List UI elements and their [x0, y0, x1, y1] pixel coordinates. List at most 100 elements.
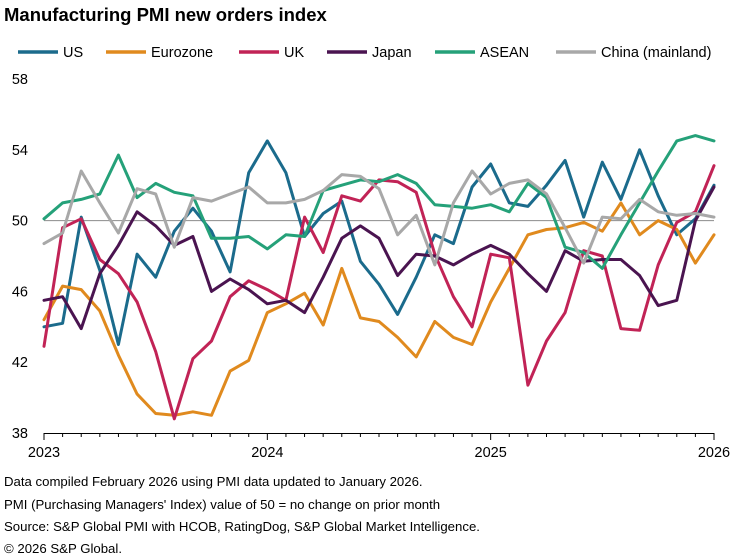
data-point-us: [675, 233, 678, 236]
data-point-china-mainland: [452, 201, 455, 205]
data-point-china-mainland: [619, 217, 623, 221]
data-point-japan: [470, 253, 474, 256]
data-point-japan: [210, 290, 213, 293]
data-point-asean: [619, 233, 623, 236]
data-point-eurozone: [415, 355, 418, 359]
data-point-uk: [173, 417, 176, 421]
data-point-uk: [98, 258, 102, 261]
data-point-uk: [396, 180, 399, 183]
data-point-japan: [61, 295, 64, 298]
series-lines: [42, 134, 716, 421]
data-point-japan: [675, 299, 678, 302]
data-point-uk: [191, 357, 195, 360]
data-point-us: [377, 283, 381, 286]
data-point-eurozone: [377, 320, 381, 323]
data-point-china-mainland: [377, 187, 381, 190]
data-point-eurozone: [694, 261, 697, 265]
x-tick-label: 2025: [475, 445, 507, 461]
data-point-uk: [619, 327, 623, 330]
data-point-asean: [61, 201, 64, 205]
data-point-china-mainland: [266, 201, 269, 205]
data-point-japan: [191, 235, 195, 238]
data-point-us: [117, 343, 120, 346]
data-point-china-mainland: [433, 263, 437, 267]
data-point-japan: [638, 274, 641, 277]
data-point-us: [191, 207, 195, 210]
data-point-uk: [638, 329, 641, 332]
data-point-japan: [228, 277, 232, 281]
data-point-japan: [377, 237, 381, 240]
data-point-us: [42, 325, 46, 328]
data-point-eurozone: [582, 221, 585, 224]
data-point-uk: [340, 194, 343, 198]
data-point-us: [415, 276, 418, 279]
data-point-japan: [526, 272, 530, 275]
data-point-eurozone: [601, 230, 604, 233]
footnote-pmi-definition: PMI (Purchasing Managers' Index) value o…: [4, 497, 441, 512]
data-point-us: [489, 162, 492, 166]
data-point-asean: [694, 134, 697, 137]
data-point-asean: [396, 173, 399, 176]
data-point-china-mainland: [508, 182, 511, 185]
data-point-asean: [656, 169, 660, 173]
data-point-us: [656, 194, 660, 198]
data-point-china-mainland: [284, 201, 288, 205]
data-point-china-mainland: [303, 198, 306, 201]
data-point-asean: [508, 210, 511, 213]
data-point-asean: [340, 184, 343, 187]
data-point-eurozone: [42, 318, 46, 321]
data-point-asean: [80, 198, 83, 201]
data-point-us: [284, 171, 288, 175]
data-point-uk: [80, 217, 83, 221]
footnote-copyright: © 2026 S&P Global.: [4, 541, 122, 556]
data-point-us: [619, 198, 623, 201]
data-point-china-mainland: [675, 214, 678, 217]
data-point-us: [433, 233, 437, 236]
data-point-japan: [321, 276, 325, 279]
data-point-china-mainland: [396, 233, 399, 236]
data-point-china-mainland: [228, 192, 232, 196]
y-tick-label: 38: [12, 426, 28, 442]
data-point-eurozone: [80, 288, 83, 291]
axes: 38 42 46 50 54 58 2023 2024 2025 2026: [12, 72, 730, 461]
data-point-japan: [42, 299, 46, 302]
data-point-asean: [712, 139, 716, 143]
data-point-eurozone: [98, 309, 102, 313]
data-point-us: [228, 270, 232, 274]
data-point-china-mainland: [80, 169, 83, 173]
data-point-uk: [154, 350, 157, 353]
data-point-china-mainland: [154, 192, 157, 196]
data-point-uk: [359, 199, 362, 203]
data-point-japan: [396, 274, 399, 277]
data-point-china-mainland: [173, 245, 176, 249]
data-point-uk: [135, 300, 139, 304]
y-tick-label: 42: [12, 355, 28, 371]
footnote-source: Source: S&P Global PMI with HCOB, Rating…: [4, 519, 480, 534]
data-point-china-mainland: [470, 169, 474, 173]
data-point-asean: [173, 191, 176, 194]
data-point-uk: [675, 221, 678, 224]
data-point-uk: [452, 295, 455, 298]
data-point-asean: [210, 237, 213, 240]
data-point-asean: [303, 235, 306, 238]
data-point-asean: [359, 178, 362, 182]
data-point-eurozone: [396, 336, 399, 339]
data-point-us: [470, 185, 474, 189]
data-point-asean: [470, 207, 474, 210]
data-point-asean: [135, 196, 139, 199]
series-line-asean: [42, 134, 716, 270]
data-point-asean: [284, 233, 288, 236]
data-point-eurozone: [619, 201, 623, 205]
y-tick-label: 58: [12, 72, 28, 88]
data-point-uk: [303, 215, 306, 219]
data-point-eurozone: [284, 302, 288, 305]
data-point-uk: [601, 254, 604, 258]
data-point-eurozone: [266, 311, 269, 314]
legend-label-uk: UK: [284, 45, 304, 61]
data-point-china-mainland: [601, 215, 604, 219]
data-point-us: [154, 276, 157, 279]
data-point-us: [452, 242, 455, 245]
data-point-uk: [42, 345, 46, 348]
data-point-asean: [228, 237, 232, 240]
data-point-us: [526, 205, 530, 208]
